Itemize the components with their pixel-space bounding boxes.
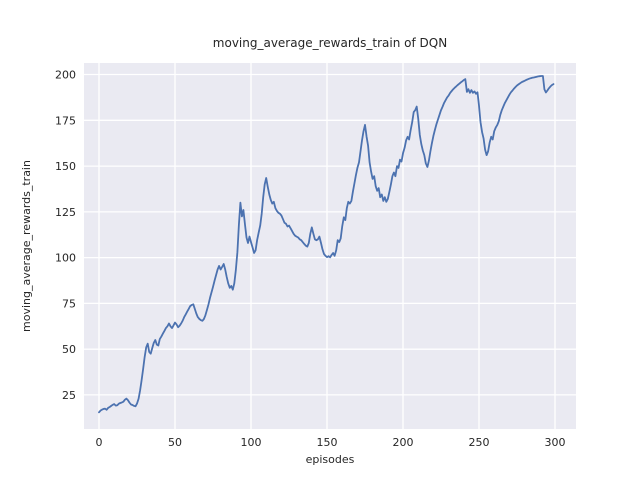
grid-layer	[84, 63, 576, 429]
y-axis-label: moving_average_rewards_train	[20, 160, 33, 332]
x-tick-label: 200	[393, 436, 414, 449]
y-tick-label: 200	[55, 69, 76, 82]
x-tick-labels: 0 50 100 150 200 250 300	[96, 436, 566, 449]
y-tick-label: 25	[62, 389, 76, 402]
y-tick-label: 175	[55, 114, 76, 127]
x-tick-label: 250	[469, 436, 490, 449]
y-tick-label: 100	[55, 252, 76, 265]
chart-line	[98, 75, 555, 414]
y-tick-labels: 25 50 75 100 125 150 175 200	[55, 69, 76, 402]
y-tick-label: 150	[55, 160, 76, 173]
y-tick-label: 50	[62, 343, 76, 356]
plot-area	[84, 63, 576, 429]
x-axis-label: episodes	[306, 453, 355, 466]
y-tick-label: 75	[62, 297, 76, 310]
x-tick-label: 50	[168, 436, 182, 449]
y-tick-label: 125	[55, 206, 76, 219]
x-tick-label: 0	[96, 436, 103, 449]
x-tick-label: 300	[545, 436, 566, 449]
x-tick-label: 100	[241, 436, 262, 449]
chart-title: moving_average_rewards_train of DQN	[213, 36, 447, 50]
x-tick-label: 150	[317, 436, 338, 449]
line-layer	[98, 75, 555, 414]
